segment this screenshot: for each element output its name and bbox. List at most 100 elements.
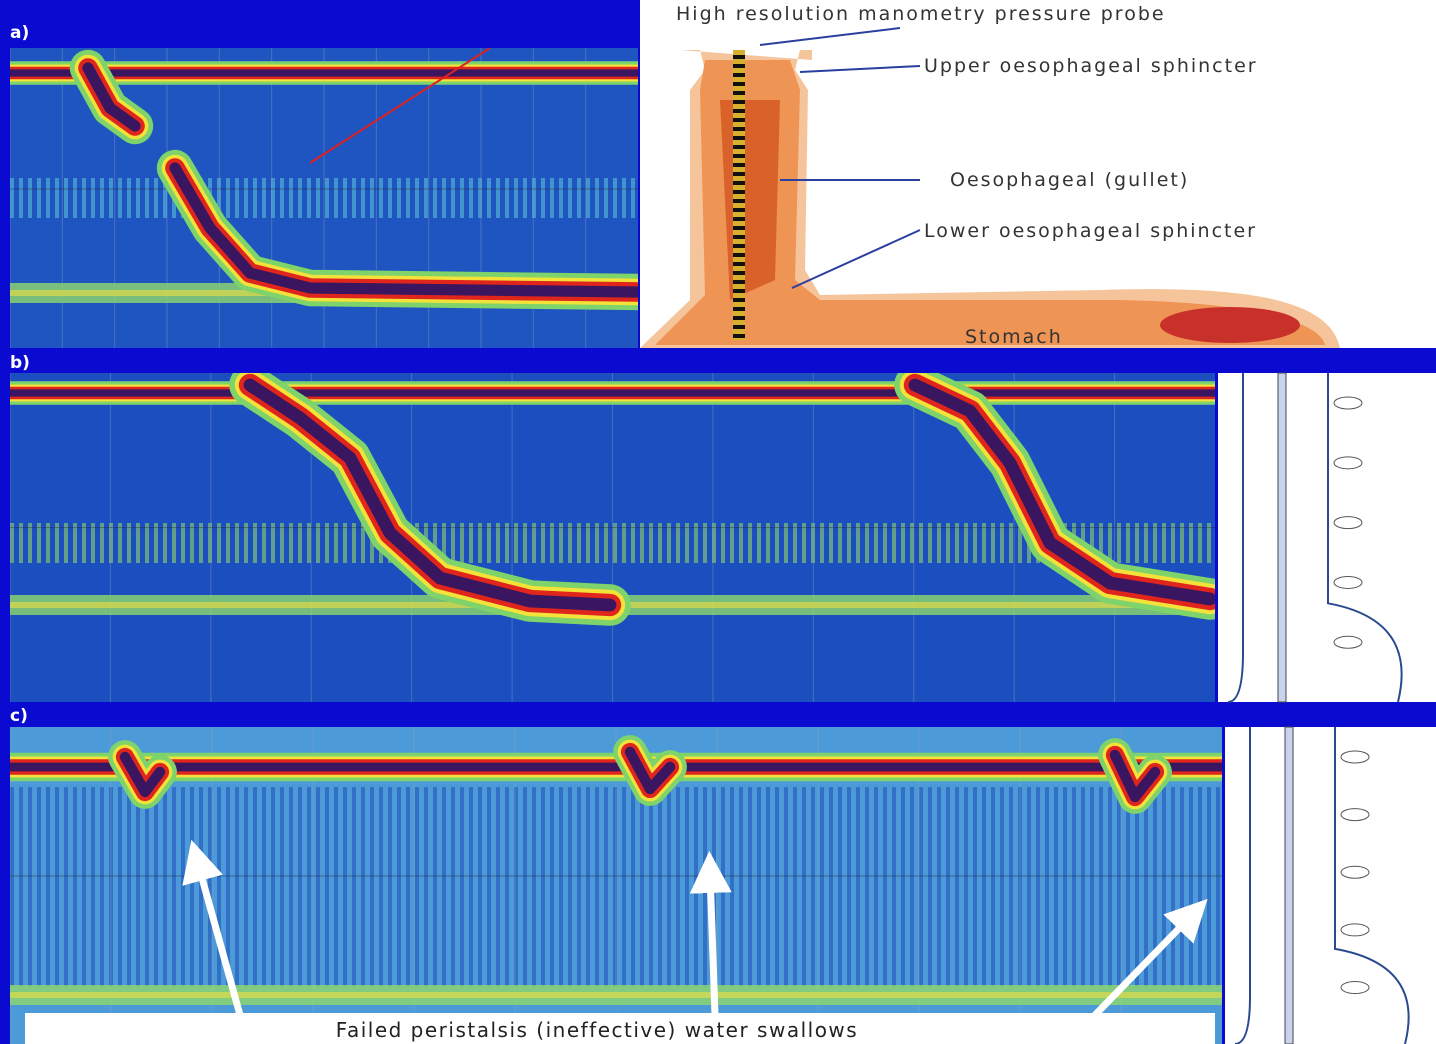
heatmap-stripe (676, 787, 680, 987)
heatmap-stripe (856, 787, 860, 987)
heatmap-stripe (532, 178, 536, 218)
side-probe (1278, 373, 1286, 702)
heatmap-stripe (226, 523, 230, 563)
heatmap-stripe (190, 523, 194, 563)
heatmap-stripe (748, 787, 752, 987)
heatmap-stripe (775, 523, 779, 563)
heatmap-stripe (496, 787, 500, 987)
heatmap-stripe (100, 787, 104, 987)
heatmap-stripe (208, 523, 212, 563)
heatmap-stripe (469, 178, 473, 218)
heatmap-stripe (280, 178, 284, 218)
heatmap-stripe (145, 178, 149, 218)
heatmap-stripe (1126, 523, 1130, 563)
heatmap-stripe (703, 787, 707, 987)
heatmap-stripe (298, 178, 302, 218)
heatmap-stripe (1081, 787, 1085, 987)
heatmap-stripe (487, 523, 491, 563)
heatmap-stripe (289, 787, 293, 987)
heatmap-stripe (730, 523, 734, 563)
heatmap (10, 48, 638, 348)
side-sensor-label (1341, 751, 1369, 763)
heatmap-stripe (685, 787, 689, 987)
heatmap-stripe (631, 787, 635, 987)
heatmap-stripe (316, 787, 320, 987)
heatmap-stripe (469, 523, 473, 563)
heatmap-stripe (271, 787, 275, 987)
heatmap-stripe (586, 523, 590, 563)
heatmap-stripe (10, 523, 14, 563)
probe-sensor (733, 316, 745, 320)
heatmap-stripe (487, 787, 491, 987)
heatmap-stripe (1189, 787, 1193, 987)
heatmap-stripe (415, 178, 419, 218)
heatmap-stripe (334, 178, 338, 218)
heatmap-stripe (1054, 787, 1058, 987)
heatmap-stripe (127, 787, 131, 987)
heatmap-stripe (154, 523, 158, 563)
heatmap-stripe (64, 787, 68, 987)
heatmap-stripe (145, 787, 149, 987)
heatmap-stripe (568, 523, 572, 563)
heatmap-stripe (604, 178, 608, 218)
heatmap-stripe (577, 178, 581, 218)
heatmap-stripe (541, 787, 545, 987)
heatmap-stripe (226, 178, 230, 218)
probe-sensor (733, 163, 745, 167)
heatmap-stripe (307, 178, 311, 218)
heatmap-stripe (586, 178, 590, 218)
heatmap-stripe (10, 178, 14, 218)
annotation: Upper oesophageal sphincter (924, 55, 1258, 77)
heatmap-stripe (289, 178, 293, 218)
heatmap-stripe (649, 787, 653, 987)
heatmap-stripe (235, 523, 239, 563)
heatmap-stripe (343, 787, 347, 987)
les-core (10, 992, 1222, 998)
annotation: Stomach (965, 326, 1063, 348)
heatmap-stripe (523, 178, 527, 218)
heatmap-stripe (865, 523, 869, 563)
heatmap-stripe (487, 178, 491, 218)
heatmap-stripe (352, 787, 356, 987)
side-sensor-label (1334, 636, 1362, 648)
heatmap-stripe (937, 787, 941, 987)
heatmap-stripe (559, 787, 563, 987)
side-sensor-label (1334, 517, 1362, 529)
heatmap-stripe (1180, 787, 1184, 987)
heatmap-stripe (154, 178, 158, 218)
heatmap-stripe (631, 178, 635, 218)
heatmap-stripe (577, 787, 581, 987)
heatmap-stripe (451, 178, 455, 218)
heatmap-stripe (622, 787, 626, 987)
side-sensor-label (1341, 809, 1369, 821)
heatmap-stripe (64, 523, 68, 563)
heatmap-stripe (370, 787, 374, 987)
side-sensor-label (1334, 397, 1362, 409)
heatmap-stripe (433, 787, 437, 987)
heatmap-stripe (613, 178, 617, 218)
heatmap-stripe (703, 523, 707, 563)
heatmap-stripe (964, 523, 968, 563)
heatmap-stripe (1189, 523, 1193, 563)
heatmap-stripe (127, 178, 131, 218)
probe-sensor (733, 172, 745, 176)
heatmap-stripe (325, 787, 329, 987)
heatmap-stripe (91, 178, 95, 218)
panel-label: a) (10, 23, 29, 43)
probe-sensor (733, 307, 745, 311)
probe-sensor (733, 181, 745, 185)
heatmap-stripe (100, 523, 104, 563)
heatmap-stripe (316, 523, 320, 563)
heatmap-stripe (1180, 523, 1184, 563)
heatmap-stripe (262, 523, 266, 563)
heatmap-stripe (451, 787, 455, 987)
heatmap-stripe (199, 523, 203, 563)
heatmap-stripe (640, 523, 644, 563)
heatmap-stripe (721, 787, 725, 987)
heatmap-stripe (46, 787, 50, 987)
heatmap-stripe (379, 178, 383, 218)
heatmap-stripe (1207, 523, 1211, 563)
heatmap-stripe (595, 178, 599, 218)
heatmap-stripe (352, 523, 356, 563)
probe-sensor (733, 262, 745, 266)
